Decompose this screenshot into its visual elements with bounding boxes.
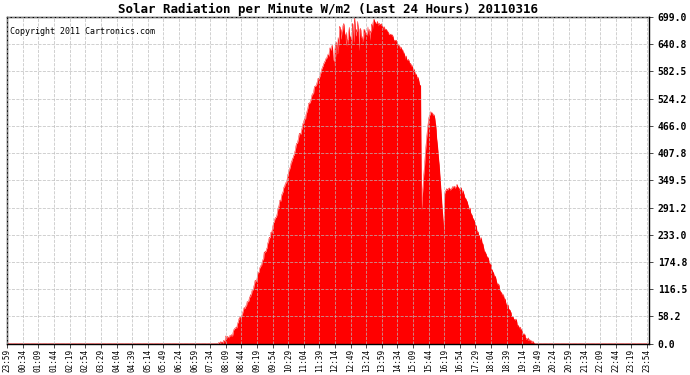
Title: Solar Radiation per Minute W/m2 (Last 24 Hours) 20110316: Solar Radiation per Minute W/m2 (Last 24…: [118, 3, 538, 16]
Text: Copyright 2011 Cartronics.com: Copyright 2011 Cartronics.com: [10, 27, 155, 36]
